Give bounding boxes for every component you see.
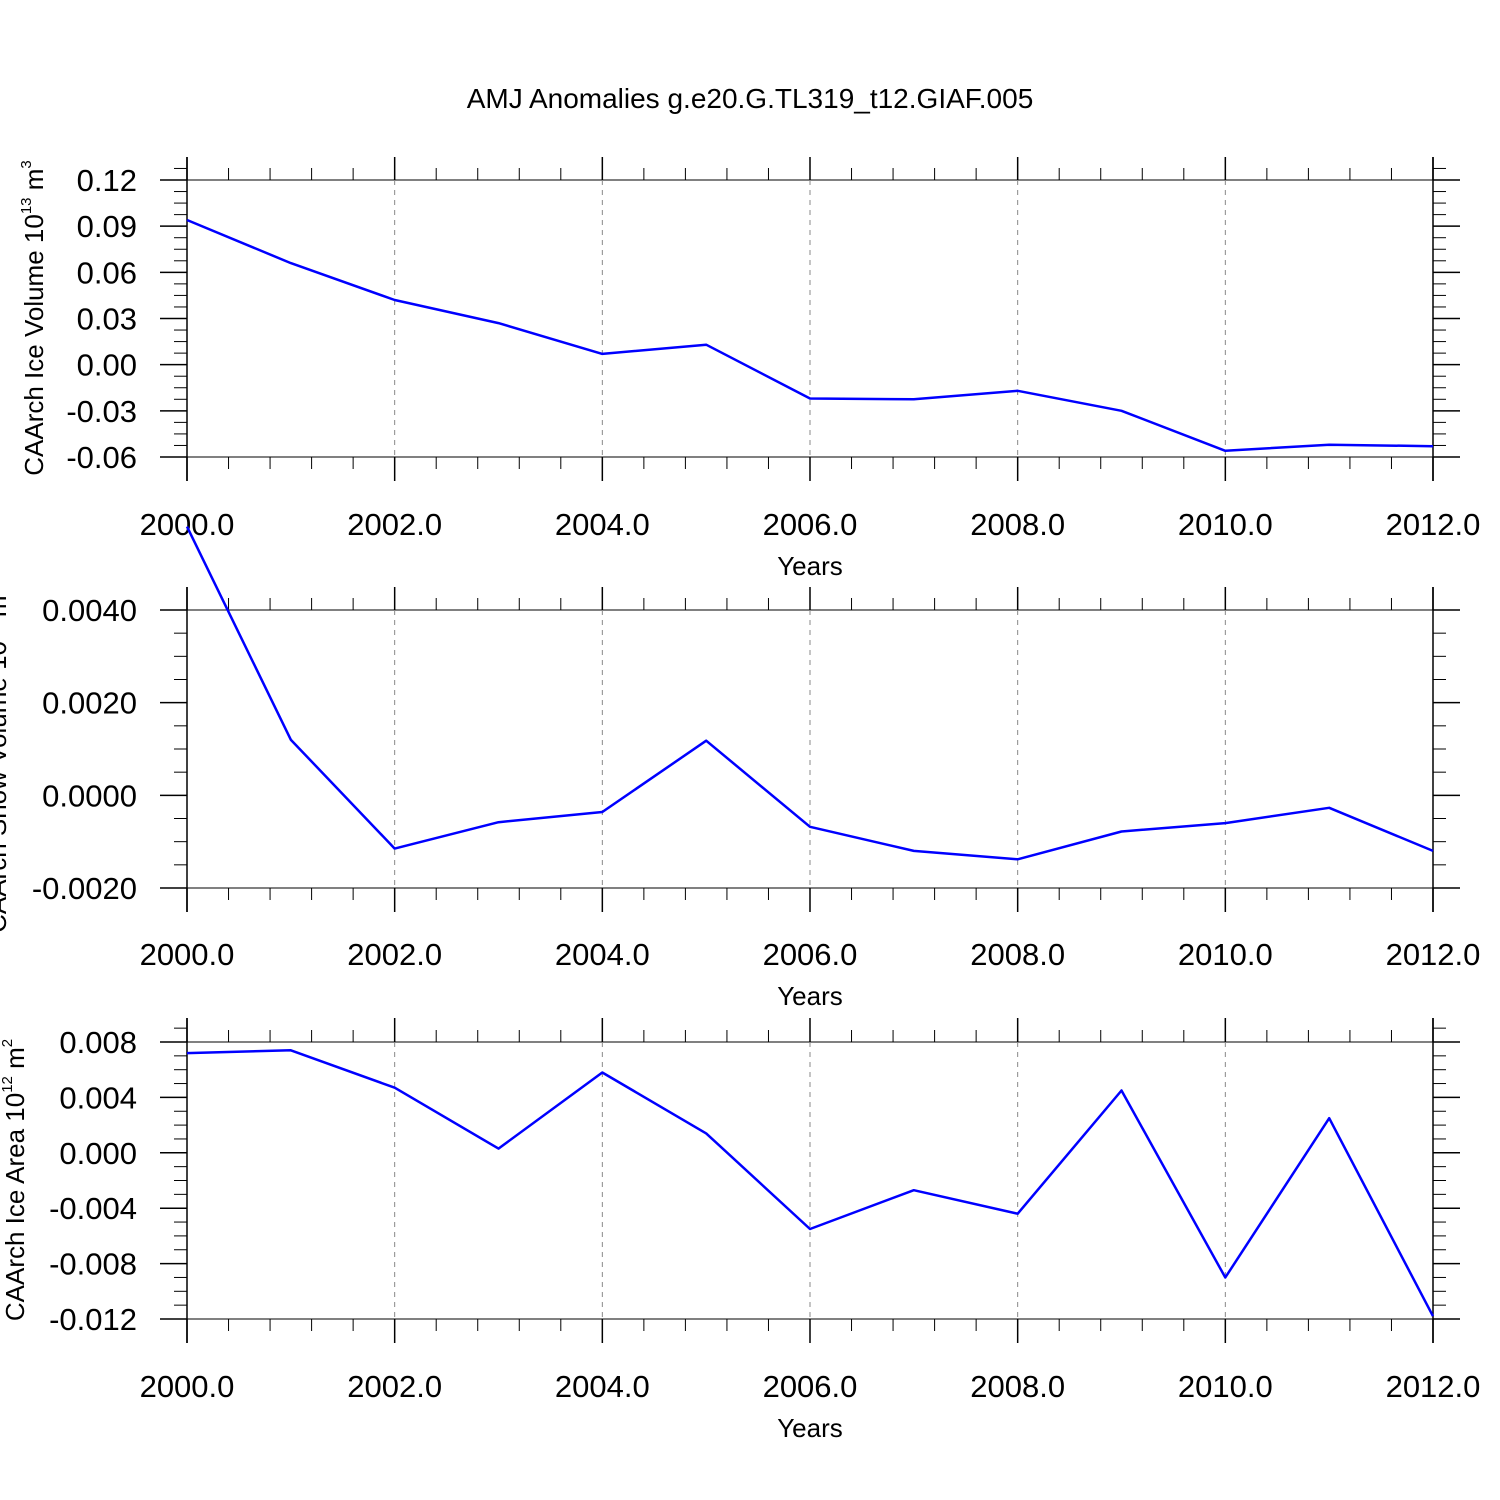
y-tick-label: 0.12 [77,163,137,198]
y-tick-label: 0.0020 [42,686,137,721]
y-label-unit: m [0,1047,30,1076]
y-axis-label: CAArch Ice Volume 1013 m3 [18,160,49,476]
y-tick-label: 0.03 [77,302,137,337]
x-tick-label: 2012.0 [1386,937,1481,972]
x-tick-label: 2002.0 [347,937,442,972]
x-tick-label: 2006.0 [763,1369,858,1404]
x-axis-label: Years [777,1413,843,1443]
y-tick-label: -0.0020 [32,871,137,906]
x-tick-label: 2010.0 [1178,1369,1273,1404]
y-tick-label: 0.0000 [42,778,137,813]
x-tick-label: 2004.0 [555,1369,650,1404]
x-tick-label: 2008.0 [970,507,1065,542]
x-tick-label: 2006.0 [763,507,858,542]
y-tick-label: -0.004 [49,1191,137,1226]
x-tick-label: 2012.0 [1386,507,1481,542]
y-tick-label: 0.09 [77,209,137,244]
y-label-main: CAArch Ice Area 10 [0,1093,30,1321]
y-label-unit-exponent: 3 [18,160,35,168]
x-tick-label: 2004.0 [555,507,650,542]
y-label-unit-exponent: 2 [0,1039,16,1047]
series-line [185,526,1434,861]
x-axis-label: Years [777,551,843,581]
x-tick-label: 2002.0 [347,507,442,542]
y-label-unit: m [0,595,12,624]
x-tick-label: 2000.0 [140,1369,235,1404]
x-tick-label: 2000.0 [140,937,235,972]
y-tick-label: 0.00 [77,348,137,383]
y-tick-label: -0.06 [66,440,137,475]
x-tick-label: 2012.0 [1386,1369,1481,1404]
y-tick-label: 0.0040 [42,593,137,628]
x-tick-label: 2010.0 [1178,937,1273,972]
x-tick-label: 2004.0 [555,937,650,972]
y-label-exponent: 13 [18,197,35,214]
panel-ice-area: 2000.0 2002.0 2004.0 2006.0 2008.0 2010.0 2012… [0,1018,1480,1443]
series-line [186,1049,1435,1317]
y-axis-label: CAArch Snow Volume 1013 m3 [0,587,12,933]
y-tick-label: -0.008 [49,1247,137,1282]
y-label-exponent: 12 [0,1076,16,1093]
y-tick-label: -0.012 [49,1302,137,1337]
x-tick-label: 2000.0 [140,507,235,542]
x-tick-label: 2010.0 [1178,507,1273,542]
y-label-main: CAArch Snow Volume 10 [0,641,12,933]
y-tick-label: 0.06 [77,255,137,290]
y-label-unit: m [19,169,49,198]
x-tick-label: 2006.0 [763,937,858,972]
x-axis-label: Years [777,981,843,1011]
x-tick-label: 2008.0 [970,937,1065,972]
x-tick-label: 2002.0 [347,1369,442,1404]
y-tick-label: 0.008 [59,1025,137,1060]
y-label-main: CAArch Ice Volume 10 [19,214,49,476]
y-tick-label: -0.03 [66,394,137,429]
series-line [186,218,1434,453]
figure-title: AMJ Anomalies g.e20.G.TL319_t12.GIAF.005 [467,83,1034,114]
y-axis-label: CAArch Ice Area 1012 m2 [0,1039,30,1321]
x-tick-label: 2008.0 [970,1369,1065,1404]
y-tick-label: 0.004 [59,1080,137,1115]
y-tick-label: 0.000 [59,1136,137,1171]
panel-ice-volume: 2000.0 2002.0 2004.0 2006.0 2008.0 2010.0 2012… [18,157,1480,581]
panel-snow-volume: 2000.0 2002.0 2004.0 2006.0 2008.0 2010.0 2012… [0,526,1481,1011]
